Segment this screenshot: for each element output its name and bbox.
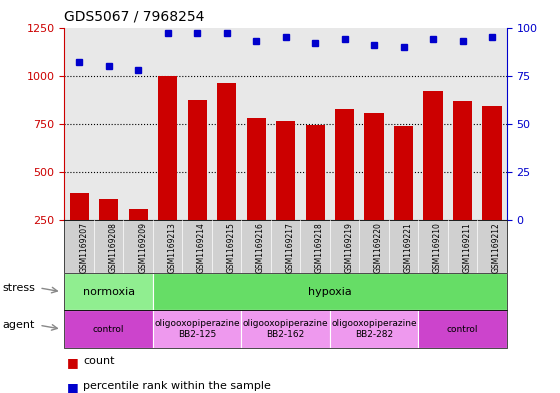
- Text: stress: stress: [3, 283, 36, 293]
- Text: GSM1169215: GSM1169215: [227, 222, 236, 273]
- Text: ■: ■: [67, 356, 79, 369]
- Text: GDS5067 / 7968254: GDS5067 / 7968254: [64, 9, 205, 24]
- Text: percentile rank within the sample: percentile rank within the sample: [83, 381, 270, 391]
- Text: oligooxopiperazine
BB2-282: oligooxopiperazine BB2-282: [332, 320, 417, 339]
- Bar: [423, 91, 442, 268]
- Text: GSM1169208: GSM1169208: [109, 222, 118, 273]
- Text: GSM1169218: GSM1169218: [315, 222, 324, 273]
- Bar: [483, 105, 502, 268]
- Text: ■: ■: [67, 381, 79, 393]
- Bar: [129, 209, 148, 268]
- Text: GSM1169216: GSM1169216: [256, 222, 265, 273]
- Bar: [69, 193, 88, 268]
- Bar: [276, 121, 295, 268]
- Text: GSM1169221: GSM1169221: [404, 222, 413, 273]
- Text: oligooxopiperazine
BB2-162: oligooxopiperazine BB2-162: [243, 320, 328, 339]
- Text: control: control: [447, 325, 478, 334]
- Text: GSM1169213: GSM1169213: [167, 222, 176, 273]
- Bar: [306, 125, 325, 268]
- Bar: [394, 126, 413, 268]
- Bar: [158, 75, 177, 268]
- Bar: [99, 199, 118, 268]
- Bar: [217, 83, 236, 268]
- Text: control: control: [93, 325, 124, 334]
- Text: normoxia: normoxia: [82, 287, 135, 297]
- Text: GSM1169219: GSM1169219: [344, 222, 353, 273]
- Text: GSM1169207: GSM1169207: [79, 222, 88, 273]
- Bar: [246, 118, 265, 268]
- Bar: [453, 101, 472, 268]
- Text: GSM1169211: GSM1169211: [463, 222, 472, 273]
- Text: agent: agent: [3, 320, 35, 330]
- Bar: [188, 100, 207, 268]
- Text: oligooxopiperazine
BB2-125: oligooxopiperazine BB2-125: [155, 320, 240, 339]
- Text: count: count: [83, 356, 114, 365]
- Text: GSM1169220: GSM1169220: [374, 222, 383, 273]
- Text: GSM1169210: GSM1169210: [433, 222, 442, 273]
- Text: hypoxia: hypoxia: [308, 287, 352, 297]
- Text: GSM1169212: GSM1169212: [492, 222, 501, 273]
- Bar: [365, 113, 384, 268]
- Text: GSM1169214: GSM1169214: [197, 222, 206, 273]
- Text: GSM1169217: GSM1169217: [286, 222, 295, 273]
- Bar: [335, 109, 354, 268]
- Text: GSM1169209: GSM1169209: [138, 222, 147, 273]
